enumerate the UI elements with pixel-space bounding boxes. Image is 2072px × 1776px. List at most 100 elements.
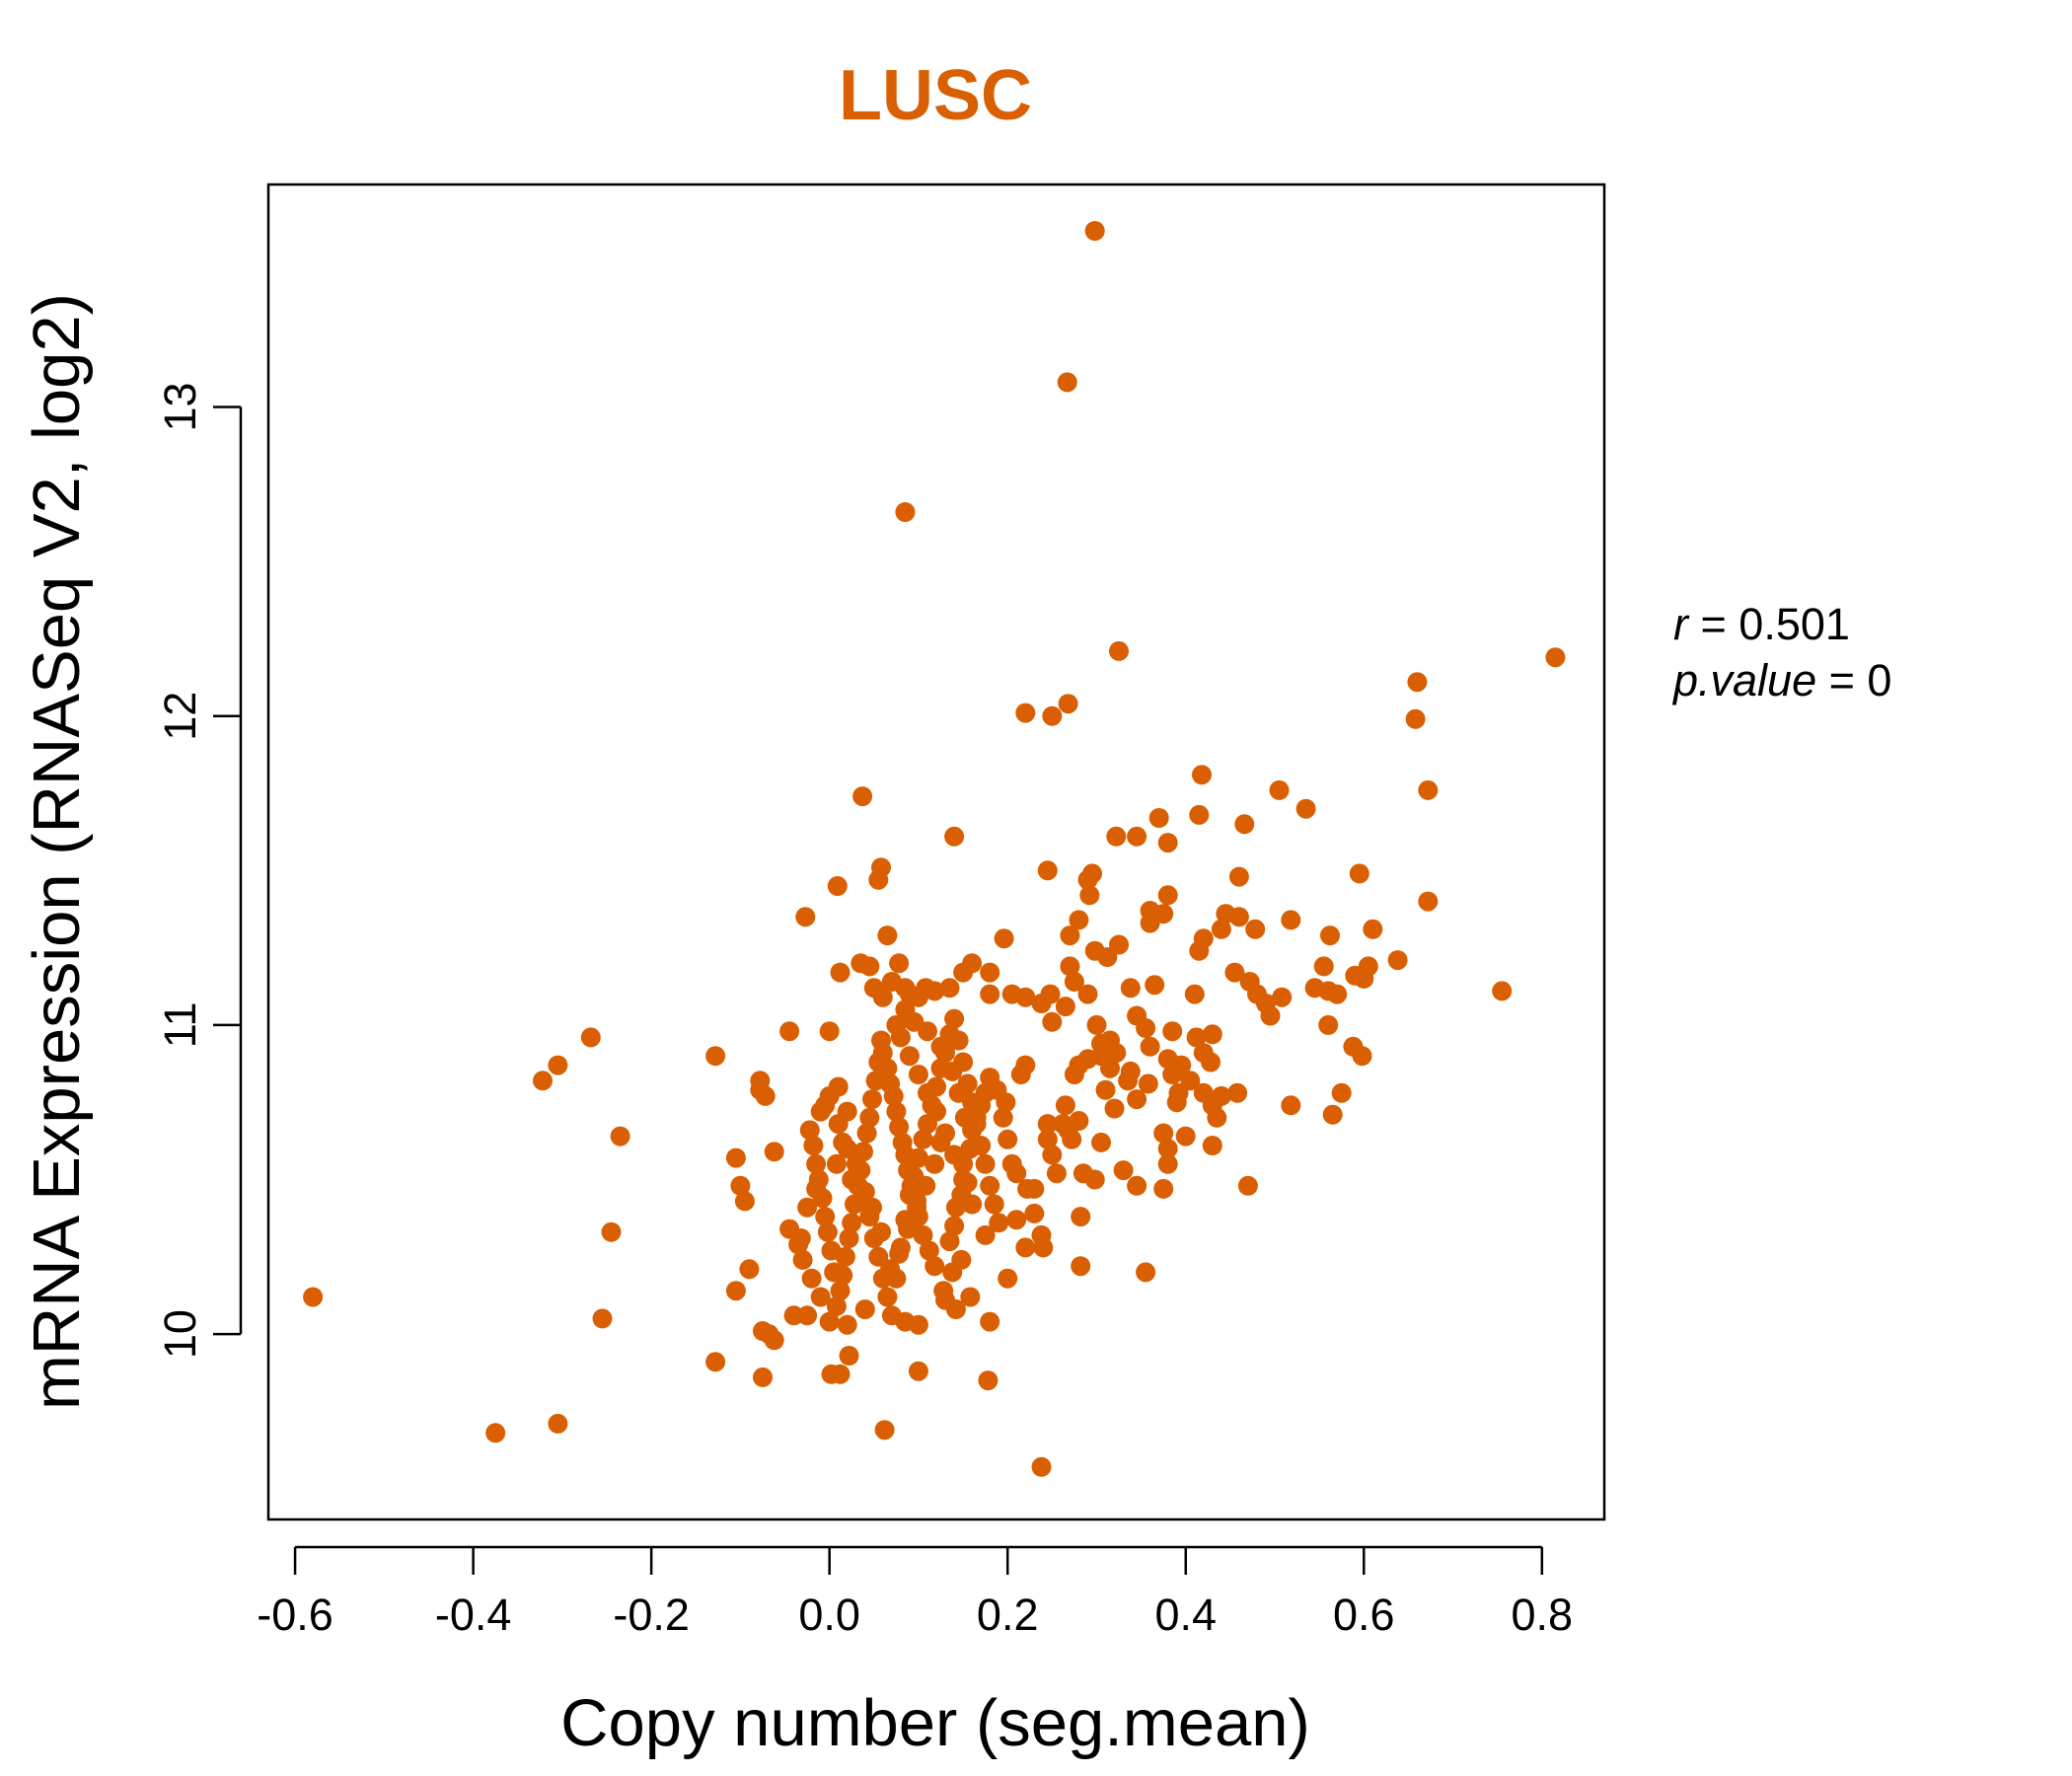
data-point [797,1197,818,1218]
data-point [1281,1095,1301,1116]
stats-annotation: r = 0.501 p.value = 0 [1671,599,1891,705]
data-point [795,907,816,927]
data-point [898,1219,919,1239]
data-point [1234,814,1255,835]
data-point [975,1224,996,1245]
data-point [803,1136,824,1155]
data-point [1180,1071,1201,1091]
y-tick-label: 11 [155,1002,205,1049]
data-point [1037,860,1058,881]
data-point [862,1089,882,1110]
data-point [918,1021,937,1042]
data-point [913,1129,933,1149]
data-point [1084,221,1105,241]
data-point [1077,869,1098,890]
data-point [817,1221,838,1242]
data-point [1084,940,1105,961]
data-point [1153,1123,1174,1144]
data-point [1202,1024,1222,1045]
data-point [1060,956,1080,977]
data-point [839,1228,859,1248]
data-point [725,1147,746,1168]
data-point [792,1249,813,1270]
data-point [980,984,1000,1004]
data-point [859,1107,880,1128]
r-value: 0.501 [1739,599,1850,649]
data-point [1064,1065,1084,1084]
data-point [1138,1073,1158,1094]
data-point [826,1153,847,1174]
data-point [821,1240,842,1261]
data-point [1227,1082,1248,1103]
data-point [1407,672,1428,693]
y-tick-label: 10 [155,1309,205,1359]
data-point [705,1046,726,1067]
data-point [1193,1082,1214,1103]
data-point [1418,891,1439,912]
p-label: p.value [1671,655,1816,705]
data-point [854,1182,875,1202]
data-point [1104,1098,1125,1119]
data-point [1153,1178,1174,1199]
data-point [1058,694,1078,714]
data-point [993,1107,1013,1128]
data-point [815,1095,836,1116]
data-point [942,1262,963,1283]
data-point [1269,779,1290,800]
data-point [1071,1256,1091,1277]
data-point [871,857,891,878]
data-point [944,1216,965,1236]
data-point [1162,1065,1183,1084]
data-point [1189,804,1210,825]
data-point [548,1055,568,1075]
x-tick-label: -0.4 [435,1590,512,1640]
data-point [954,1107,975,1128]
data-point [874,1420,895,1441]
data-point [1260,1005,1281,1026]
data-point [842,1213,862,1233]
data-point [1031,994,1052,1013]
data-point [1211,919,1231,939]
y-tick-label: 13 [155,382,205,431]
data-point [856,1123,877,1144]
data-point [889,953,910,974]
data-point [1327,984,1348,1004]
data-point [944,826,965,847]
data-point [948,1082,969,1103]
data-point [908,1065,928,1084]
data-point [1186,1027,1207,1048]
data-point [739,1259,760,1280]
data-point [944,1008,965,1029]
data-point [1228,866,1249,887]
data-point [1201,1052,1221,1073]
data-point [1042,705,1063,726]
data-point [730,1175,751,1196]
data-point [1127,1005,1147,1026]
data-point [1037,1114,1058,1135]
data-point [913,1224,933,1245]
data-point [871,1221,891,1242]
data-point [1168,1082,1189,1103]
x-tick-label: 0.2 [977,1590,1039,1640]
data-point [764,1330,784,1351]
data-point [1120,978,1141,999]
data-point [1069,910,1089,930]
data-point [819,1311,840,1332]
data-point [1193,928,1214,949]
data-point [872,987,893,1007]
data-point [1001,984,1022,1004]
x-tick-label: 0.0 [798,1590,860,1640]
data-point [1354,968,1374,989]
data-point [886,1014,907,1035]
data-point [1046,1163,1067,1184]
data-point [1202,1136,1222,1155]
data-point [485,1423,506,1443]
data-point [810,1287,831,1307]
data-point [881,972,902,992]
data-point [1387,950,1408,971]
data-point [799,1120,820,1141]
data-point [610,1126,630,1147]
data-point [1245,919,1266,939]
x-tick-label: 0.4 [1154,1590,1217,1640]
data-point [1042,1011,1063,1032]
